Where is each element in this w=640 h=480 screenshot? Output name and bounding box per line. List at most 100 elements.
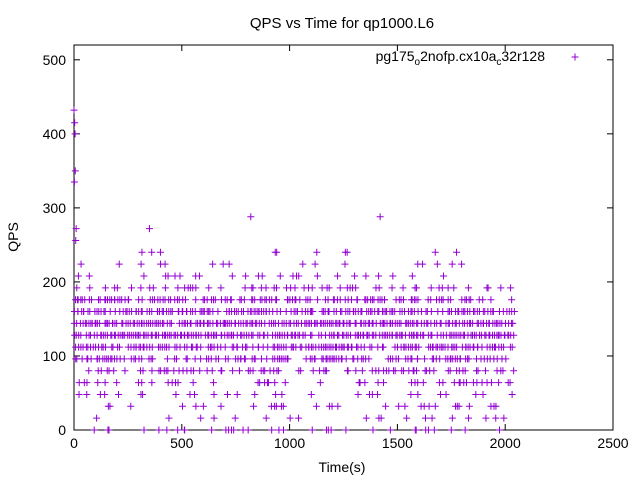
data-point	[161, 260, 169, 268]
data-point	[507, 284, 515, 292]
data-point	[217, 402, 225, 410]
data-point	[251, 355, 259, 363]
data-point	[231, 414, 239, 422]
data-point	[145, 225, 153, 233]
data-point	[179, 402, 187, 410]
data-point	[210, 390, 218, 398]
y-tick-label: 100	[43, 348, 67, 364]
data-point	[381, 296, 389, 304]
data-point	[110, 367, 118, 375]
data-point	[342, 426, 350, 434]
data-point	[168, 308, 176, 316]
data-point	[508, 343, 516, 351]
data-point	[190, 367, 198, 375]
data-point	[308, 426, 316, 434]
plot-frame	[73, 44, 614, 431]
data-point	[407, 390, 415, 398]
data-point	[399, 296, 407, 304]
data-point	[183, 355, 191, 363]
data-point	[121, 367, 129, 375]
data-point	[314, 296, 322, 304]
data-point	[230, 426, 238, 434]
data-point	[375, 284, 383, 292]
x-axis-label: Time(s)	[319, 459, 366, 475]
data-point	[448, 260, 456, 268]
data-point	[446, 367, 454, 375]
data-point	[240, 296, 248, 304]
data-point	[90, 426, 98, 434]
data-point	[127, 402, 135, 410]
data-point	[219, 260, 227, 268]
legend-marker	[571, 53, 579, 61]
data-point	[351, 272, 359, 280]
data-point	[316, 379, 324, 387]
data-point	[196, 367, 204, 375]
data-point	[465, 414, 473, 422]
data-point	[284, 355, 292, 363]
data-point	[225, 260, 233, 268]
data-point	[85, 367, 93, 375]
data-point	[309, 308, 317, 316]
data-point	[508, 296, 516, 304]
data-point	[399, 284, 407, 292]
data-point	[327, 426, 335, 434]
data-point	[208, 367, 216, 375]
data-point	[221, 343, 229, 351]
data-point	[138, 296, 146, 304]
data-point	[251, 390, 259, 398]
data-point	[311, 260, 319, 268]
data-point	[138, 248, 146, 256]
data-point	[344, 367, 352, 375]
data-point	[105, 426, 113, 434]
data-point	[165, 343, 173, 351]
data-point	[484, 284, 492, 292]
data-point	[229, 367, 237, 375]
data-point	[495, 379, 503, 387]
data-point	[479, 296, 487, 304]
data-point	[211, 296, 219, 304]
data-point	[137, 260, 145, 268]
y-tick-label: 300	[43, 200, 67, 216]
data-point	[208, 426, 216, 434]
data-point	[455, 402, 463, 410]
data-point	[430, 367, 438, 375]
data-point	[172, 355, 180, 363]
data-point	[139, 367, 147, 375]
data-point	[214, 308, 222, 316]
data-point	[376, 213, 384, 221]
data-point	[86, 284, 94, 292]
data-point	[244, 426, 252, 434]
data-point	[334, 272, 342, 280]
data-point	[286, 414, 294, 422]
data-point	[415, 343, 423, 351]
data-point	[83, 379, 91, 387]
data-point	[192, 284, 200, 292]
data-point	[197, 355, 205, 363]
data-point	[297, 367, 305, 375]
data-point	[308, 284, 316, 292]
data-point	[419, 379, 427, 387]
x-tick-label: 2500	[597, 435, 628, 451]
data-point	[362, 414, 370, 422]
data-point	[489, 308, 497, 316]
legend-label: pg175o2nofp.cx10ac32r128	[376, 48, 546, 68]
data-point	[496, 426, 504, 434]
data-point	[354, 390, 362, 398]
data-point	[352, 367, 360, 375]
data-point	[138, 355, 146, 363]
data-point	[209, 379, 217, 387]
data-point	[228, 272, 236, 280]
data-point	[241, 284, 249, 292]
data-point	[291, 284, 299, 292]
data-point	[311, 355, 319, 363]
data-point	[308, 331, 316, 339]
data-point	[510, 308, 518, 316]
data-point	[510, 331, 518, 339]
data-point	[487, 296, 495, 304]
data-point	[164, 272, 172, 280]
data-point	[413, 367, 421, 375]
data-point	[115, 390, 123, 398]
data-point	[155, 426, 163, 434]
data-point	[88, 296, 96, 304]
data-point	[334, 402, 342, 410]
